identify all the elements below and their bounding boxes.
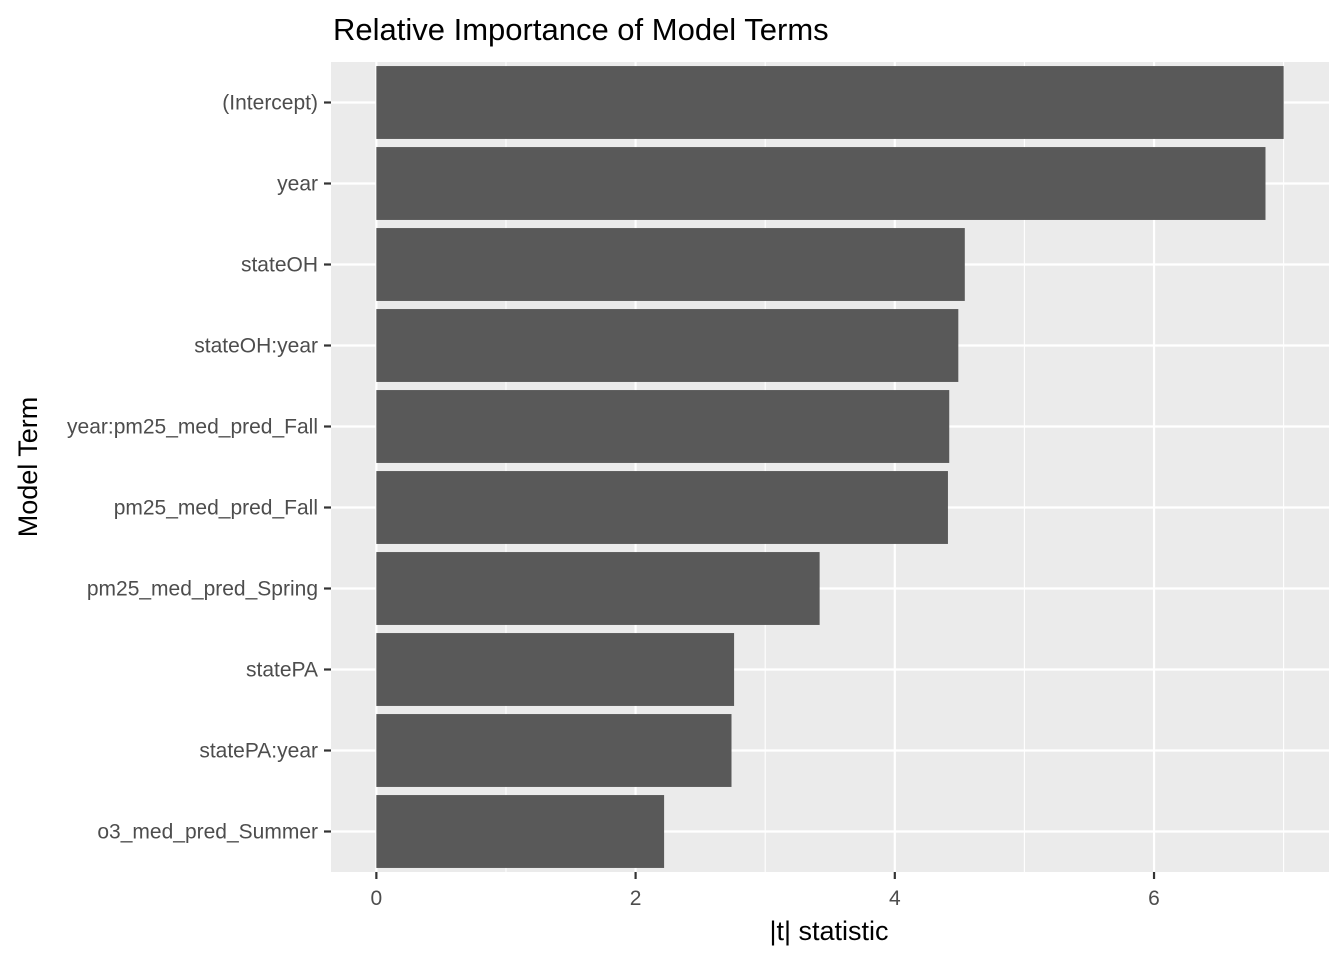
x-tick-label: 6 (1148, 887, 1160, 910)
bar (376, 309, 959, 382)
y-tick-label: statePA (246, 659, 318, 682)
y-tick-label: stateOH:year (194, 335, 318, 358)
bar (376, 147, 1266, 220)
y-tick-label: statePA:year (199, 740, 318, 763)
bar (376, 66, 1284, 139)
bar (376, 552, 820, 625)
bar (376, 471, 948, 544)
y-tick-label: year (277, 173, 318, 196)
x-tick-label: 4 (889, 887, 901, 910)
y-tick-label: (Intercept) (222, 92, 318, 115)
y-axis: (Intercept) year stateOH stateOH:year year:p… (67, 92, 331, 844)
y-tick-label: pm25_med_pred_Spring (87, 578, 318, 601)
chart-title: Relative Importance of Model Terms (333, 12, 829, 47)
bar (376, 714, 732, 787)
x-axis: 0 2 4 6 (371, 872, 1160, 910)
bars (376, 66, 1284, 868)
x-axis-title: |t| statistic (769, 916, 888, 946)
x-tick-label: 0 (371, 887, 383, 910)
bar (376, 228, 965, 301)
y-tick-label: stateOH (241, 254, 318, 277)
y-tick-label: o3_med_pred_Summer (97, 821, 318, 844)
y-tick-label: pm25_med_pred_Fall (114, 497, 318, 520)
bar (376, 633, 735, 706)
y-tick-label: year:pm25_med_pred_Fall (67, 416, 318, 439)
bar (376, 795, 665, 868)
bar (376, 390, 950, 463)
x-tick-label: 2 (630, 887, 642, 910)
y-axis-title: Model Term (13, 397, 43, 538)
